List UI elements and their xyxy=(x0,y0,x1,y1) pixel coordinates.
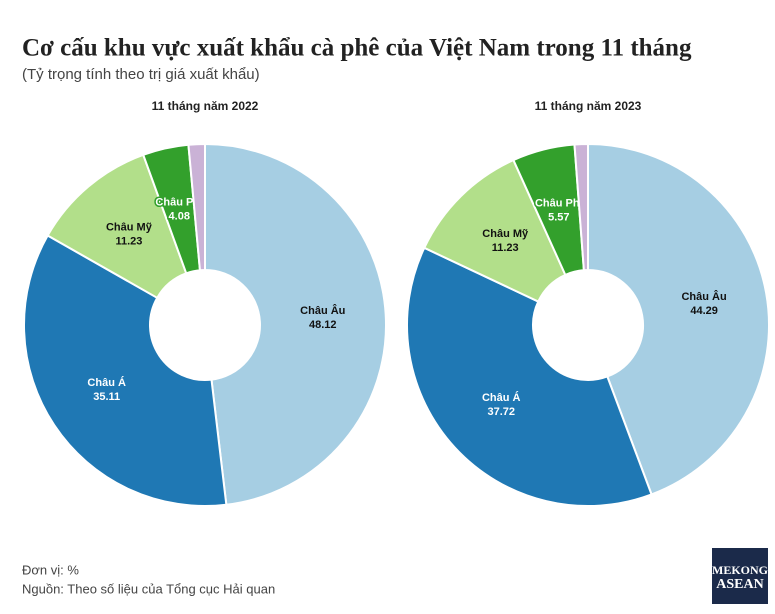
slice xyxy=(587,142,770,496)
source-note: Nguồn: Theo số liệu của Tổng cục Hải qua… xyxy=(22,581,275,596)
data-label: 11.23 xyxy=(492,242,519,254)
slice-label: Châu Á xyxy=(87,376,126,389)
slice xyxy=(406,246,653,507)
data-label: 11.23 xyxy=(115,236,142,248)
slice-label: Châu Mỹ xyxy=(106,222,153,234)
slice-label: Châu Phi xyxy=(535,198,583,210)
slice-label: Châu Âu xyxy=(300,304,345,317)
data-label: 37.72 xyxy=(487,406,515,418)
slice xyxy=(23,234,228,507)
slice-label: Châu Phi xyxy=(155,197,203,209)
data-label: 48.12 xyxy=(309,319,337,331)
slice xyxy=(422,158,567,303)
slice-label: Châu Âu xyxy=(681,290,726,303)
logo-box xyxy=(712,548,768,604)
data-label: 35.11 xyxy=(93,391,120,403)
slice xyxy=(46,153,188,300)
logo-text: ASEAN xyxy=(716,577,763,592)
slice-label: Châu Á xyxy=(482,391,521,404)
slice xyxy=(204,142,387,506)
chart-subtitle: 11 tháng năm 2023 xyxy=(535,99,642,113)
chart-title: Cơ cấu khu vực xuất khẩu cà phê của Việt… xyxy=(22,35,692,62)
data-label: 5.57 xyxy=(548,212,569,224)
slice xyxy=(187,142,206,272)
slice-label: Châu Mỹ xyxy=(482,228,529,240)
chart-subtitle: (Tỷ trọng tính theo trị giá xuất khẩu) xyxy=(22,66,260,83)
slice xyxy=(573,142,589,272)
unit-note: Đơn vị: % xyxy=(22,562,79,577)
data-label: 44.29 xyxy=(690,305,718,317)
data-label: 4.08 xyxy=(169,211,190,223)
chart-subtitle: 11 tháng năm 2022 xyxy=(152,99,259,113)
logo-text: MEKONG xyxy=(712,563,768,577)
